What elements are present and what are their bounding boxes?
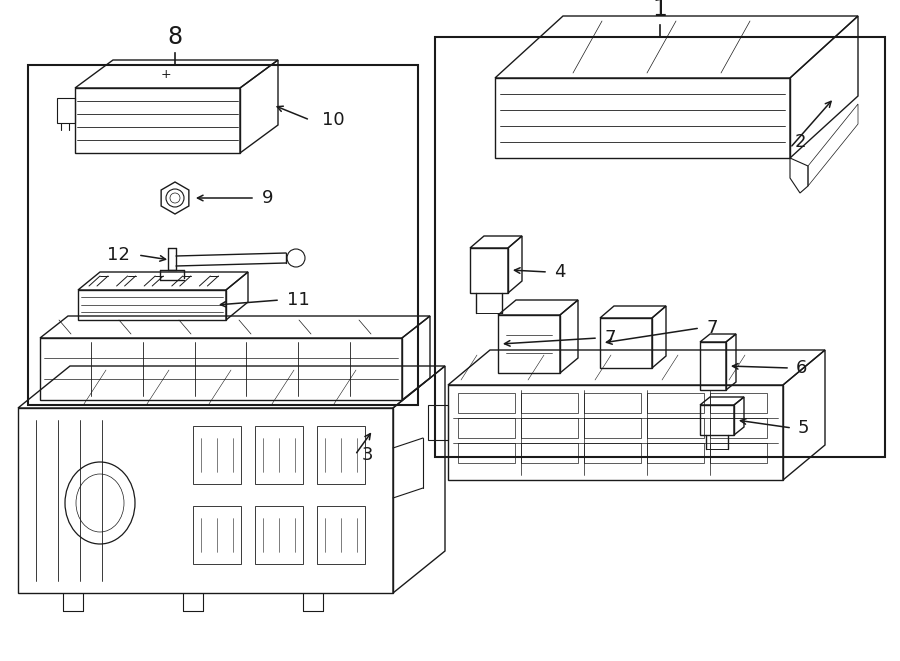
Text: 1: 1 [652,0,668,21]
Text: 5: 5 [798,419,809,437]
Text: +: + [161,67,171,81]
Text: 4: 4 [554,263,565,281]
Text: 8: 8 [167,25,183,49]
Text: 10: 10 [322,111,345,129]
Text: 6: 6 [796,359,807,377]
Text: 12: 12 [107,246,130,264]
Text: 2: 2 [795,133,806,151]
Text: 3: 3 [362,446,374,464]
Text: 11: 11 [287,291,310,309]
Text: 7: 7 [706,319,717,337]
Text: 7: 7 [604,329,616,347]
Text: 9: 9 [262,189,274,207]
